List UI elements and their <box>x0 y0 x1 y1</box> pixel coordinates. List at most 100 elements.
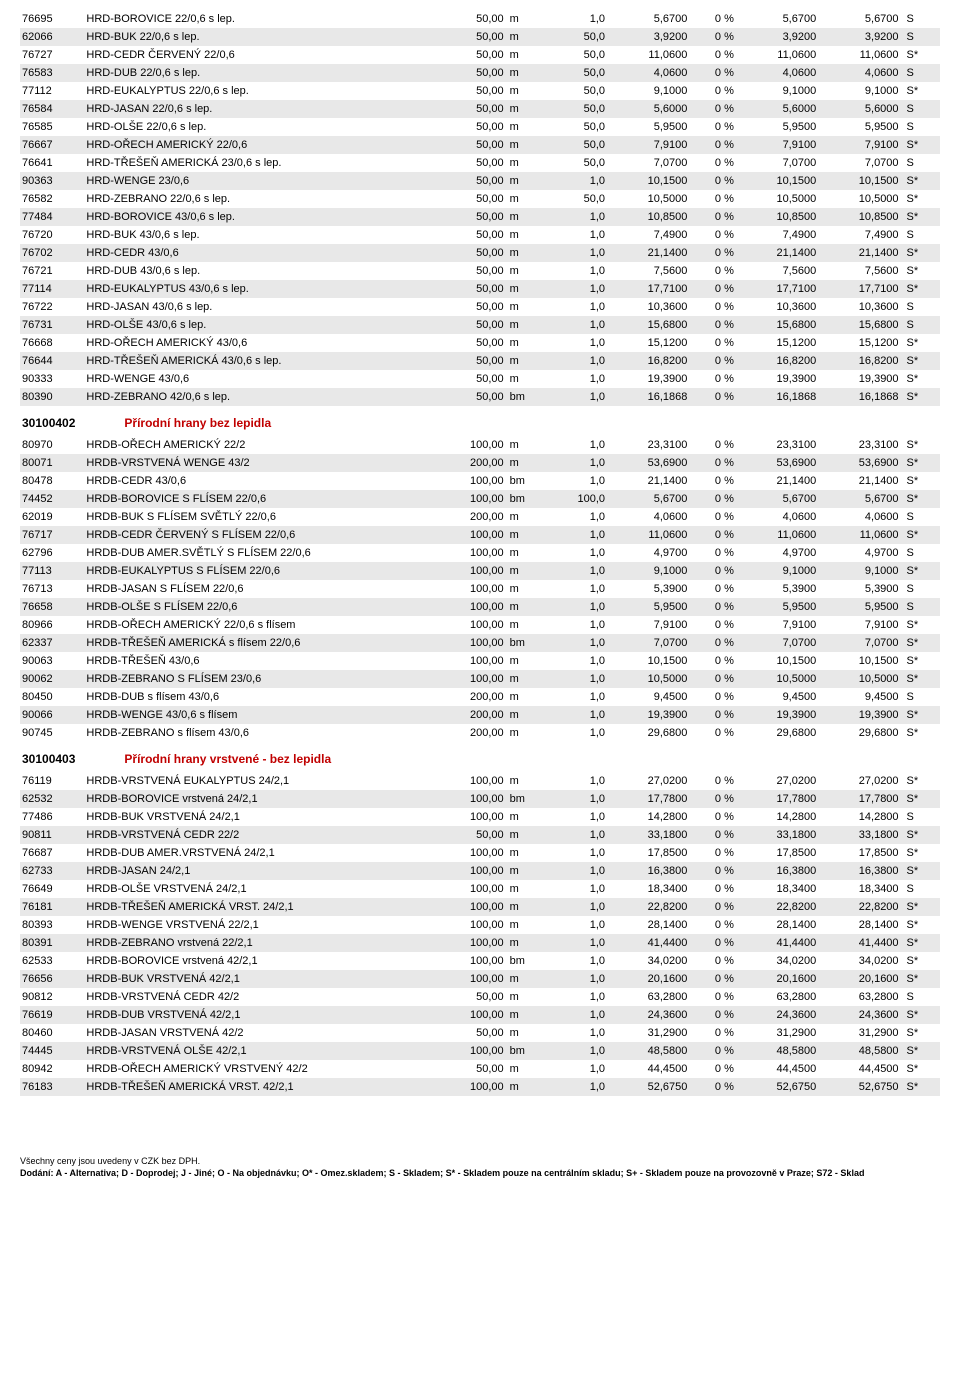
unit: m <box>506 898 543 916</box>
quantity: 50,00 <box>435 1060 505 1078</box>
multiplier: 1,0 <box>543 724 607 742</box>
price-3: 52,6750 <box>818 1078 900 1096</box>
product-name: HRD-OLŠE 43/0,6 s lep. <box>84 316 435 334</box>
price-1: 21,1400 <box>607 472 689 490</box>
price-3: 21,1400 <box>818 472 900 490</box>
price-2: 53,6900 <box>736 454 818 472</box>
product-code: 90066 <box>20 706 84 724</box>
product-code: 90363 <box>20 172 84 190</box>
price-3: 5,6000 <box>818 100 900 118</box>
multiplier: 50,0 <box>543 190 607 208</box>
discount-pct: 0 % <box>689 490 736 508</box>
price-2: 34,0200 <box>736 952 818 970</box>
discount-pct: 0 % <box>689 988 736 1006</box>
price-3: 44,4500 <box>818 1060 900 1078</box>
unit: m <box>506 652 543 670</box>
unit: m <box>506 580 543 598</box>
stock-flag: S <box>901 154 940 172</box>
quantity: 50,00 <box>435 172 505 190</box>
price-2: 29,6800 <box>736 724 818 742</box>
table-row: 77484HRD-BOROVICE 43/0,6 s lep.50,00m1,0… <box>20 208 940 226</box>
product-name: HRD-BOROVICE 43/0,6 s lep. <box>84 208 435 226</box>
product-code: 62796 <box>20 544 84 562</box>
product-code: 77114 <box>20 280 84 298</box>
product-code: 76687 <box>20 844 84 862</box>
stock-flag: S* <box>901 844 940 862</box>
price-3: 33,1800 <box>818 826 900 844</box>
product-code: 90062 <box>20 670 84 688</box>
stock-flag: S <box>901 688 940 706</box>
product-name: HRD-BUK 43/0,6 s lep. <box>84 226 435 244</box>
table-row: 76649HRDB-OLŠE VRSTVENÁ 24/2,1100,00m1,0… <box>20 880 940 898</box>
price-3: 23,3100 <box>818 436 900 454</box>
discount-pct: 0 % <box>689 64 736 82</box>
price-3: 9,1000 <box>818 562 900 580</box>
product-code: 76702 <box>20 244 84 262</box>
table-row: 62532HRDB-BOROVICE vrstvená 24/2,1100,00… <box>20 790 940 808</box>
product-name: HRDB-DUB AMER.SVĚTLÝ S FLÍSEM 22/0,6 <box>84 544 435 562</box>
stock-flag: S* <box>901 1078 940 1096</box>
product-code: 76641 <box>20 154 84 172</box>
price-1: 7,0700 <box>607 154 689 172</box>
price-2: 9,1000 <box>736 82 818 100</box>
quantity: 50,00 <box>435 388 505 406</box>
price-3: 3,9200 <box>818 28 900 46</box>
product-code: 77113 <box>20 562 84 580</box>
table-row: 80460HRDB-JASAN VRSTVENÁ 42/250,00m1,031… <box>20 1024 940 1042</box>
product-code: 74452 <box>20 490 84 508</box>
stock-flag: S* <box>901 472 940 490</box>
quantity: 100,00 <box>435 670 505 688</box>
unit: bm <box>506 1042 543 1060</box>
stock-flag: S* <box>901 352 940 370</box>
product-name: HRDB-BUK VRSTVENÁ 42/2,1 <box>84 970 435 988</box>
stock-flag: S* <box>901 526 940 544</box>
multiplier: 1,0 <box>543 670 607 688</box>
discount-pct: 0 % <box>689 208 736 226</box>
price-1: 44,4500 <box>607 1060 689 1078</box>
price-2: 10,5000 <box>736 670 818 688</box>
price-3: 63,2800 <box>818 988 900 1006</box>
unit: m <box>506 172 543 190</box>
discount-pct: 0 % <box>689 880 736 898</box>
price-1: 41,4400 <box>607 934 689 952</box>
table-row: 76731HRD-OLŠE 43/0,6 s lep.50,00m1,015,6… <box>20 316 940 334</box>
quantity: 50,00 <box>435 136 505 154</box>
discount-pct: 0 % <box>689 1042 736 1060</box>
discount-pct: 0 % <box>689 154 736 172</box>
unit: m <box>506 1006 543 1024</box>
stock-flag: S <box>901 28 940 46</box>
table-row: 77486HRDB-BUK VRSTVENÁ 24/2,1100,00m1,01… <box>20 808 940 826</box>
table-row: 90062HRDB-ZEBRANO S FLÍSEM 23/0,6100,00m… <box>20 670 940 688</box>
price-3: 7,0700 <box>818 154 900 172</box>
multiplier: 1,0 <box>543 1078 607 1096</box>
stock-flag: S* <box>901 1060 940 1078</box>
product-name: HRDB-VRSTVENÁ WENGE 43/2 <box>84 454 435 472</box>
multiplier: 1,0 <box>543 334 607 352</box>
unit: bm <box>506 490 543 508</box>
unit: m <box>506 880 543 898</box>
discount-pct: 0 % <box>689 670 736 688</box>
stock-flag: S <box>901 316 940 334</box>
price-3: 5,3900 <box>818 580 900 598</box>
multiplier: 50,0 <box>543 82 607 100</box>
price-1: 48,5800 <box>607 1042 689 1060</box>
quantity: 100,00 <box>435 916 505 934</box>
product-name: HRDB-OLŠE S FLÍSEM 22/0,6 <box>84 598 435 616</box>
multiplier: 1,0 <box>543 298 607 316</box>
multiplier: 1,0 <box>543 970 607 988</box>
discount-pct: 0 % <box>689 1024 736 1042</box>
price-1: 4,0600 <box>607 508 689 526</box>
price-1: 15,6800 <box>607 316 689 334</box>
price-1: 7,9100 <box>607 616 689 634</box>
stock-flag: S <box>901 508 940 526</box>
price-1: 5,6000 <box>607 100 689 118</box>
price-1: 19,3900 <box>607 706 689 724</box>
quantity: 100,00 <box>435 526 505 544</box>
price-1: 29,6800 <box>607 724 689 742</box>
price-1: 16,1868 <box>607 388 689 406</box>
section-header: 30100402Přírodní hrany bez lepidla <box>20 406 940 436</box>
multiplier: 1,0 <box>543 772 607 790</box>
unit: m <box>506 688 543 706</box>
price-3: 24,3600 <box>818 1006 900 1024</box>
unit: m <box>506 334 543 352</box>
